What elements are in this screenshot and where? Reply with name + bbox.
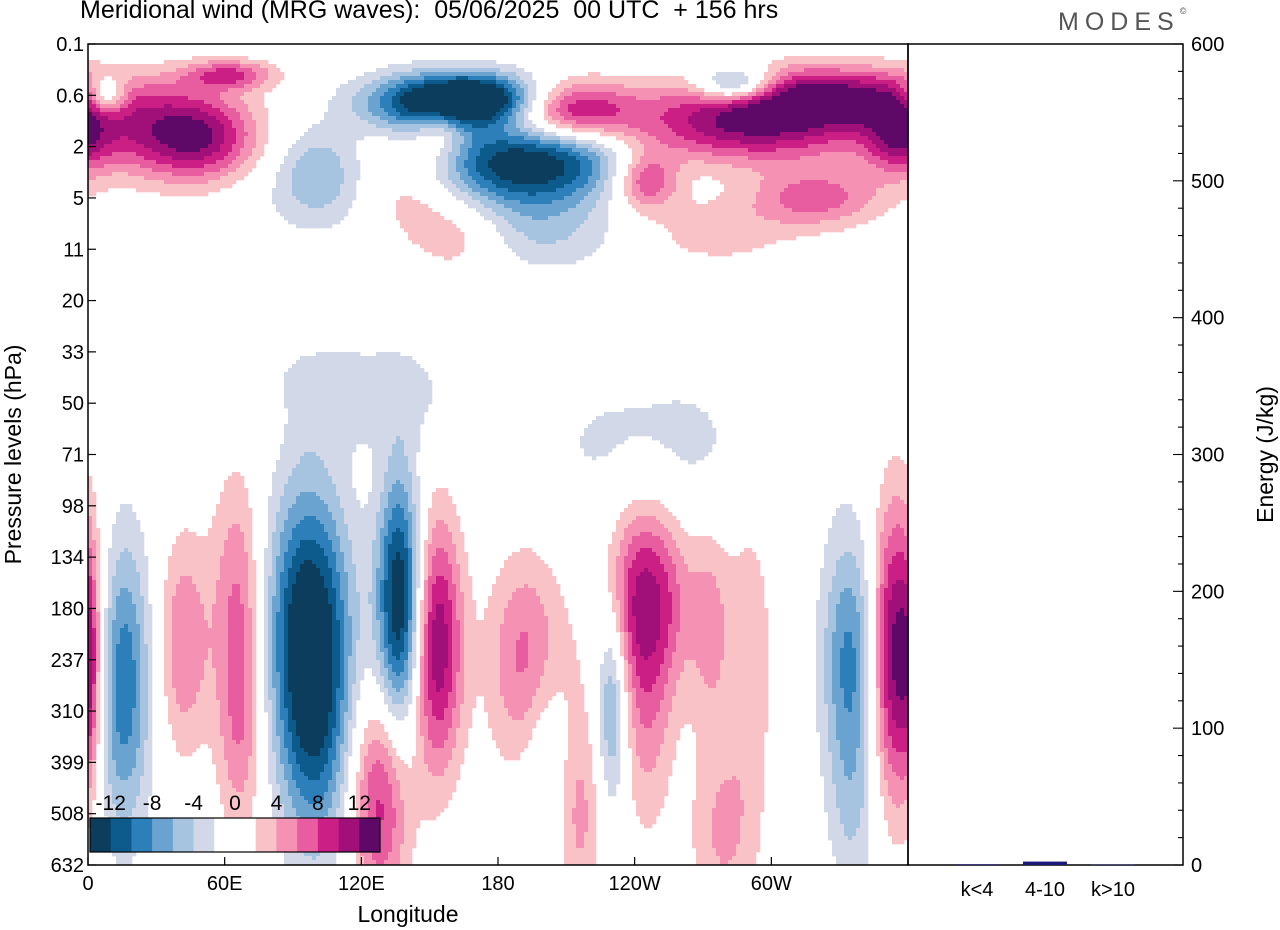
y-tick-label: 33 bbox=[62, 342, 84, 364]
energy-frame bbox=[907, 43, 1184, 866]
x-tick-label: 120E bbox=[338, 873, 385, 895]
y-tick-label: 0.1 bbox=[56, 34, 84, 56]
colorbar-label: -12 bbox=[96, 792, 126, 815]
brand-name: MODES bbox=[1058, 8, 1180, 36]
y-tick-label: 237 bbox=[51, 650, 84, 672]
colorbar-label: -4 bbox=[184, 792, 203, 815]
y-axis-label: Pressure levels (hPa) bbox=[0, 345, 26, 565]
y-tick-label: 632 bbox=[51, 855, 84, 877]
x-tick-label: 60E bbox=[207, 873, 243, 895]
colorbar-swatch bbox=[276, 818, 298, 852]
y-tick-label: 180 bbox=[51, 598, 84, 620]
y-tick-label: 20 bbox=[62, 291, 84, 313]
energy-tick-label: 500 bbox=[1191, 171, 1224, 193]
energy-tick-label: 300 bbox=[1191, 445, 1224, 467]
x-tick-label: 180 bbox=[481, 873, 514, 895]
colorbar-swatch bbox=[297, 818, 319, 852]
colorbar-swatch bbox=[235, 818, 257, 852]
axes: 0.1 0.6 2 5 11 20 33 50 71 98 134 180 237 310 399 508 63… bbox=[0, 34, 909, 927]
energy-tick-label: 400 bbox=[1191, 308, 1224, 330]
energy-bar bbox=[1091, 864, 1135, 866]
y-tick-label: 310 bbox=[51, 701, 84, 723]
heatmap-field bbox=[88, 56, 908, 865]
x-axis-label: Longitude bbox=[357, 901, 458, 927]
x-tick-label: 0 bbox=[82, 873, 93, 895]
colorbar-label: 4 bbox=[271, 792, 283, 815]
energy-category-label: k<4 bbox=[961, 879, 994, 901]
brand-logo: MODES© bbox=[1058, 6, 1187, 37]
y-tick-label: 508 bbox=[51, 804, 84, 826]
chart-title: Meridional wind (MRG waves): 05/06/2025 … bbox=[80, 0, 778, 25]
energy-bar bbox=[1023, 861, 1067, 865]
brand-mark: © bbox=[1180, 6, 1187, 16]
y-tick-label: 50 bbox=[62, 393, 84, 415]
energy-category-label: 4-10 bbox=[1025, 879, 1065, 901]
colorbar-swatch bbox=[255, 818, 277, 852]
y-tick-label: 0.6 bbox=[56, 85, 84, 107]
energy-axis-label: Energy (J/kg) bbox=[1252, 386, 1278, 523]
y-tick-label: 98 bbox=[62, 496, 84, 518]
y-tick-label: 134 bbox=[51, 547, 84, 569]
colorbar-swatch bbox=[172, 818, 194, 852]
energy-tick-label: 100 bbox=[1191, 718, 1224, 740]
energy-category-label: k>10 bbox=[1091, 879, 1135, 901]
colorbar-swatch bbox=[338, 818, 360, 852]
y-tick-label: 5 bbox=[73, 188, 84, 210]
energy-tick-label: 600 bbox=[1191, 34, 1224, 56]
energy-bar bbox=[955, 864, 999, 865]
y-tick-label: 2 bbox=[73, 137, 84, 159]
colorbar-swatch bbox=[131, 818, 153, 852]
colorbar-label: 8 bbox=[312, 792, 324, 815]
colorbar-label: 0 bbox=[229, 792, 241, 815]
colorbar-swatch bbox=[317, 818, 339, 852]
energy-tick-label: 200 bbox=[1191, 581, 1224, 603]
x-tick-label: 60W bbox=[751, 873, 792, 895]
y-tick-label: 399 bbox=[51, 752, 84, 774]
colorbar-swatch bbox=[110, 818, 132, 852]
colorbar-swatch bbox=[90, 818, 112, 852]
colorbar-swatch bbox=[193, 818, 215, 852]
colorbar: -12 -8 -4 0 4 8 12 bbox=[89, 792, 381, 853]
colorbar-swatch bbox=[152, 818, 174, 852]
y-tick-label: 11 bbox=[63, 239, 84, 261]
energy-panel: 0 100 200 300 400 500 600 Energy (J/kg) k<4 4-10 k… bbox=[907, 34, 1278, 901]
y-tick-label: 71 bbox=[62, 445, 84, 467]
colorbar-label: 12 bbox=[348, 792, 371, 815]
colorbar-frame bbox=[89, 817, 381, 853]
colorbar-swatch bbox=[214, 818, 236, 852]
colorbar-swatch bbox=[359, 818, 381, 852]
colorbar-label: -8 bbox=[143, 792, 162, 815]
x-tick-label: 120W bbox=[609, 873, 661, 895]
energy-tick-label: 0 bbox=[1191, 855, 1202, 877]
